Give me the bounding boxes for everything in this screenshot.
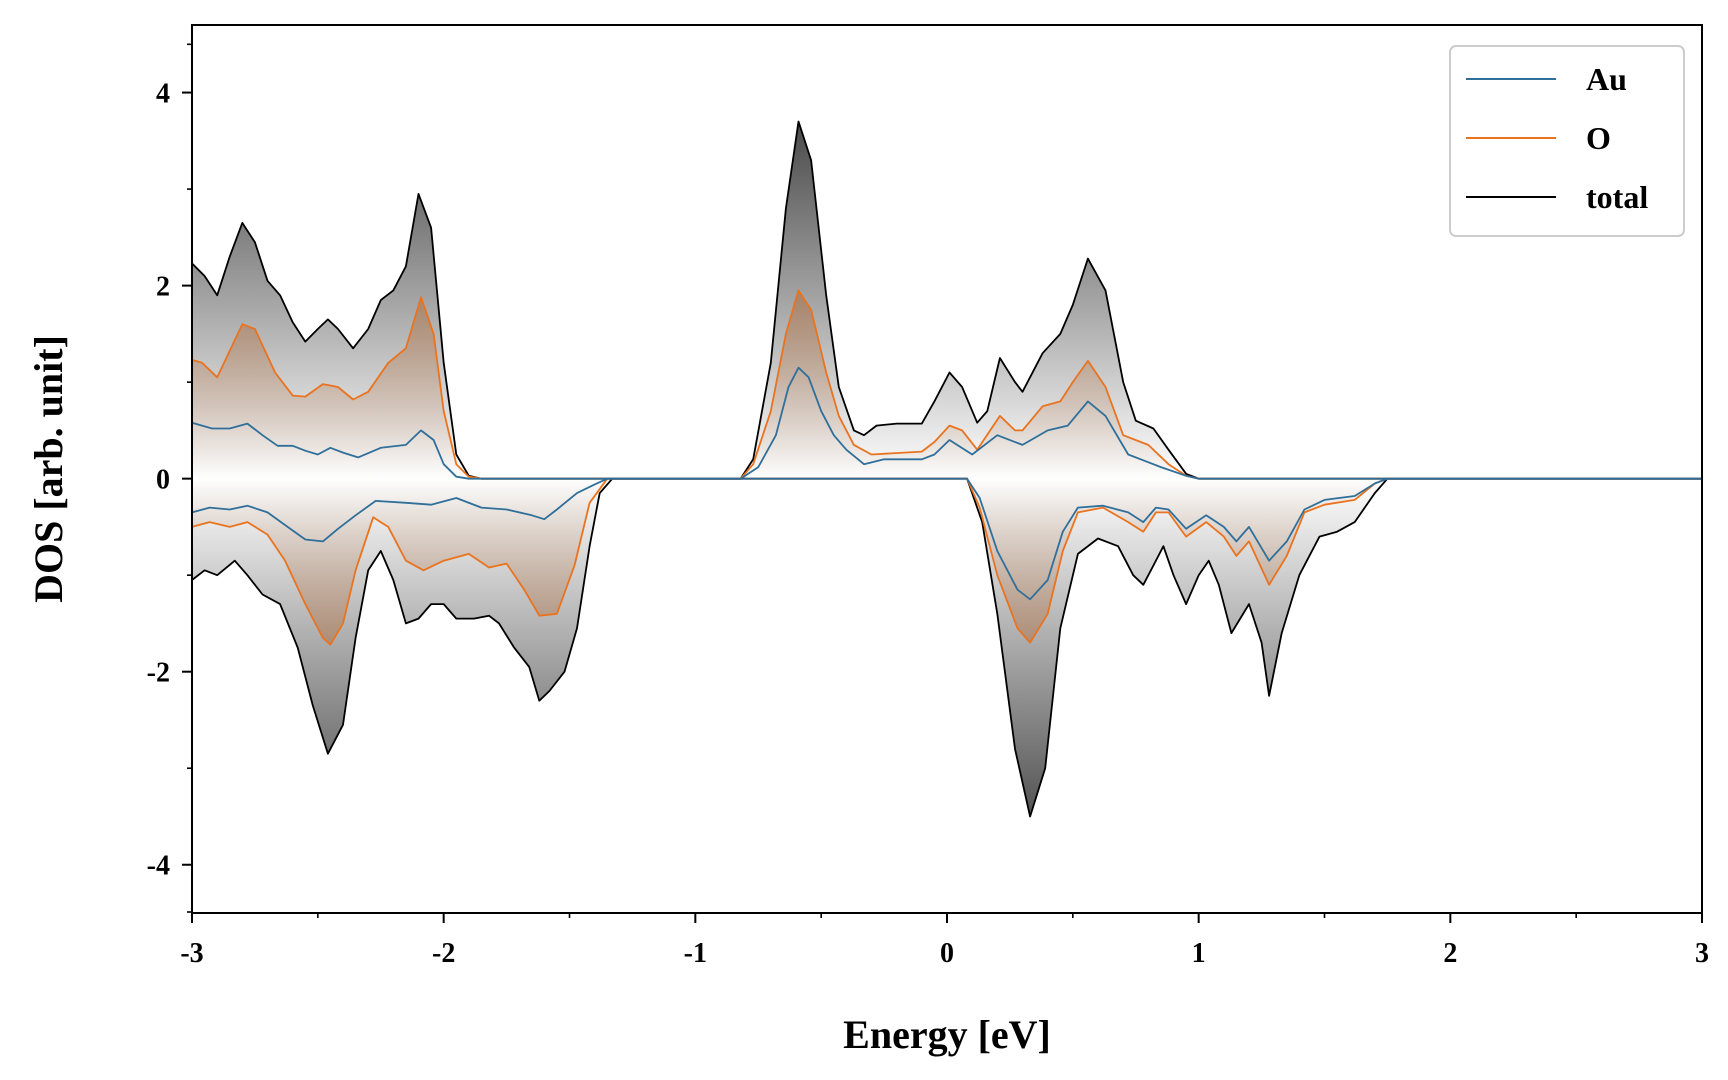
legend-label-total: total — [1586, 179, 1648, 215]
x-tick-label: -1 — [684, 938, 707, 969]
legend-label-o: O — [1586, 120, 1611, 156]
axis-ticks: -3 -2 -1 0 1 2 3 -4 -2 0 2 4 — [147, 43, 1709, 969]
fill-layer — [192, 121, 1702, 817]
y-tick-label: 0 — [156, 465, 170, 496]
x-tick-label: 1 — [1192, 938, 1206, 969]
series-line-au-spin-down — [191, 477, 1702, 601]
y-tick-label: 4 — [156, 79, 170, 110]
x-tick-label: 2 — [1443, 938, 1457, 969]
series-line-o-spin-up — [191, 289, 1702, 480]
series-lines — [191, 120, 1702, 818]
y-tick-label: -2 — [147, 658, 170, 689]
series-line-au-spin-up — [191, 366, 1702, 480]
legend-label-au: Au — [1586, 61, 1627, 97]
legend-box — [1449, 45, 1685, 237]
x-axis-label: Energy [eV] — [843, 1012, 1051, 1057]
x-tick-label: -2 — [432, 938, 455, 969]
fill-o-spin-up — [192, 290, 1702, 479]
fill-o-spin-down — [192, 478, 1702, 645]
x-tick-label: 3 — [1695, 938, 1709, 969]
x-tick-label: 0 — [940, 938, 954, 969]
y-tick-label: 2 — [156, 272, 170, 303]
y-tick-label: -4 — [147, 851, 170, 882]
series-line-total-spin-up — [191, 120, 1702, 480]
x-tick-label: -3 — [180, 938, 203, 969]
y-axis-label: DOS [arb. unit] — [26, 335, 71, 603]
